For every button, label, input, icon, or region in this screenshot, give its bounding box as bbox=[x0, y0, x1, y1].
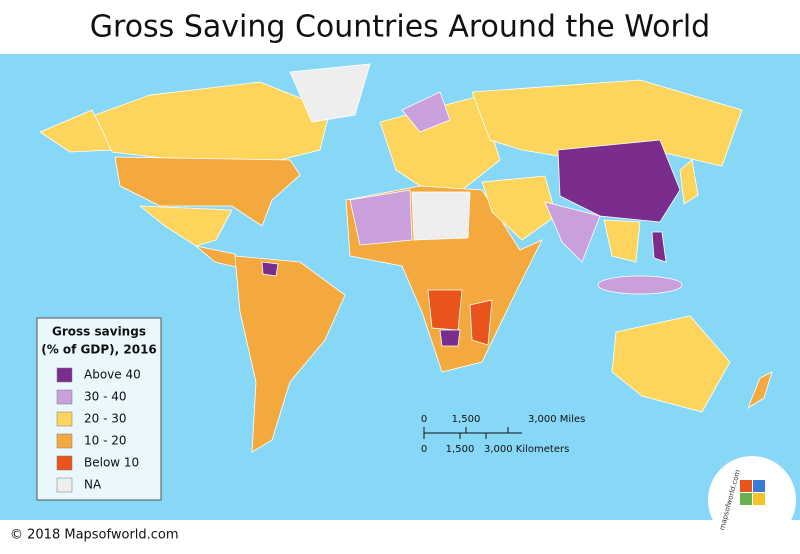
botswana bbox=[439, 329, 461, 347]
suriname bbox=[261, 261, 279, 277]
new-zealand bbox=[747, 371, 773, 409]
world-map bbox=[39, 63, 773, 453]
title-bar bbox=[0, 0, 800, 54]
scale-label: 1,500 bbox=[452, 414, 481, 425]
algeria bbox=[349, 189, 413, 246]
legend-swatch bbox=[56, 389, 73, 405]
legend-subtitle: (% of GDP), 2016 bbox=[41, 343, 157, 357]
scale-bar: 0 1,500 3,000 Miles 0 1,500 3,000 Kilome… bbox=[421, 414, 586, 455]
title: Gross Saving Countries Around the World bbox=[90, 10, 710, 45]
australia bbox=[611, 315, 731, 413]
legend-label: Below 10 bbox=[84, 456, 139, 470]
legend-label: 30 - 40 bbox=[84, 390, 127, 404]
canada bbox=[94, 81, 331, 161]
legend-swatch bbox=[56, 433, 73, 449]
japan bbox=[679, 159, 699, 205]
copyright: © 2018 Mapsofworld.com bbox=[10, 528, 179, 543]
scandinavia bbox=[401, 91, 451, 133]
logo-tile bbox=[753, 480, 765, 492]
legend-swatch bbox=[56, 411, 73, 427]
legend-label: NA bbox=[84, 478, 102, 492]
legend-swatch bbox=[56, 477, 73, 493]
logo: mapsofworld.com bbox=[708, 456, 796, 544]
middle-east bbox=[481, 175, 557, 241]
libya-chad bbox=[411, 191, 471, 241]
scale-label: 0 bbox=[421, 444, 427, 455]
legend-title: Gross savings bbox=[52, 325, 146, 339]
footer-bar bbox=[0, 520, 800, 550]
logo-tile bbox=[753, 493, 765, 505]
mexico bbox=[138, 205, 233, 247]
legend-label: Above 40 bbox=[84, 368, 141, 382]
southeast-asia bbox=[603, 219, 641, 263]
china bbox=[557, 139, 681, 223]
philippines bbox=[651, 231, 667, 263]
angola bbox=[427, 289, 463, 331]
legend-label: 10 - 20 bbox=[84, 434, 127, 448]
scale-label: 3,000 Miles bbox=[528, 414, 585, 425]
mozambique bbox=[469, 299, 493, 346]
india bbox=[544, 201, 601, 263]
indonesia bbox=[597, 275, 683, 295]
scale-label: 0 bbox=[421, 414, 427, 425]
legend: Gross savings (% of GDP), 2016 Above 40 3… bbox=[36, 317, 162, 501]
legend-swatch bbox=[56, 455, 73, 471]
greenland bbox=[289, 63, 371, 123]
scale-label: 1,500 bbox=[446, 444, 475, 455]
legend-swatch bbox=[56, 367, 73, 383]
south-america bbox=[234, 255, 346, 453]
usa bbox=[114, 156, 301, 227]
logo-tile bbox=[740, 480, 752, 492]
legend-label: 20 - 30 bbox=[84, 412, 127, 426]
logo-tile bbox=[740, 493, 752, 505]
scale-label: 3,000 Kilometers bbox=[484, 444, 569, 455]
